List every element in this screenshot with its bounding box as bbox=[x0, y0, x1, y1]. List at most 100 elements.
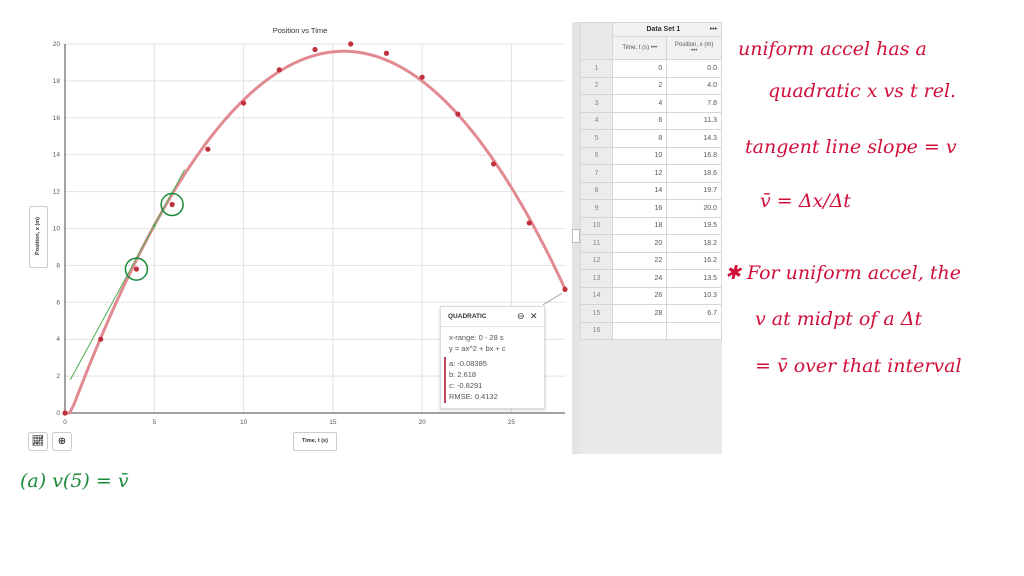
data-point bbox=[205, 146, 211, 152]
position-cell[interactable]: 20.0 bbox=[666, 199, 722, 218]
time-cell[interactable] bbox=[612, 321, 668, 340]
data-point bbox=[276, 67, 282, 73]
position-cell[interactable]: 11.3 bbox=[666, 111, 722, 130]
table-row: 10 18 19.5 bbox=[579, 216, 722, 235]
chart-title: Position vs Time bbox=[273, 26, 328, 35]
table-row: 5 8 14.3 bbox=[579, 129, 722, 148]
annotation-circle bbox=[160, 192, 184, 217]
row-number: 1 bbox=[579, 59, 614, 78]
quadratic-fit-panel: QUADRATIC ⊖ ✕ x-range: 0 - 28 s y = ax^2… bbox=[440, 306, 545, 409]
data-point bbox=[383, 50, 390, 56]
time-cell[interactable]: 14 bbox=[612, 181, 668, 200]
column-header-position[interactable]: Position, x (m) ••• bbox=[666, 36, 722, 60]
handwritten-note: tangent line slope = v bbox=[745, 136, 957, 158]
time-cell[interactable]: 6 bbox=[612, 111, 668, 130]
dataset-menu-icon[interactable]: ••• bbox=[709, 26, 717, 33]
fit-b: b: 2.618 bbox=[449, 370, 477, 379]
x-axis-label-button[interactable]: Time, t (s) bbox=[293, 432, 337, 451]
handwritten-note: = v̄ over that interval bbox=[755, 355, 962, 377]
x-tick-label: 25 bbox=[508, 419, 516, 426]
row-number: 4 bbox=[579, 111, 614, 130]
table-row: 13 24 13.5 bbox=[579, 269, 722, 288]
column-menu-icon[interactable]: ••• bbox=[691, 48, 698, 54]
column-header-time[interactable]: Time, t (s) ••• bbox=[612, 36, 668, 60]
row-number: 11 bbox=[579, 234, 614, 253]
table-row: 14 26 10.3 bbox=[579, 286, 722, 305]
chart-line-icon: 📈︎ bbox=[31, 436, 45, 447]
position-cell[interactable]: 10.3 bbox=[666, 286, 722, 305]
row-number: 12 bbox=[579, 251, 614, 270]
pane-resize-handle[interactable] bbox=[572, 229, 580, 243]
fit-title: QUADRATIC bbox=[448, 313, 487, 320]
data-point bbox=[526, 220, 532, 226]
handwritten-note: quadratic x vs t rel. bbox=[768, 80, 957, 102]
close-icon[interactable]: ✕ bbox=[530, 311, 538, 321]
fit-c: c: -0.8291 bbox=[449, 381, 483, 390]
position-cell[interactable]: 13.5 bbox=[666, 269, 722, 288]
table-row: 2 2 4.0 bbox=[579, 76, 722, 95]
time-cell[interactable]: 0 bbox=[612, 59, 668, 78]
row-number: 6 bbox=[579, 146, 614, 165]
data-point bbox=[562, 286, 568, 292]
position-cell[interactable]: 4.0 bbox=[666, 76, 722, 95]
table-row: 16 bbox=[579, 321, 722, 340]
y-tick-label: 20 bbox=[53, 41, 61, 48]
y-axis-label-button[interactable]: Position, x (m) bbox=[29, 206, 48, 268]
row-number: 13 bbox=[579, 269, 614, 288]
time-cell[interactable]: 18 bbox=[612, 216, 668, 235]
y-tick-label: 16 bbox=[53, 115, 61, 122]
position-cell[interactable]: 19.5 bbox=[666, 216, 722, 235]
time-cell[interactable]: 12 bbox=[612, 164, 668, 183]
position-cell[interactable]: 18.2 bbox=[666, 234, 722, 253]
fit-range: x-range: 0 - 28 s bbox=[449, 333, 504, 342]
y-tick-label: 2 bbox=[56, 373, 60, 380]
time-cell[interactable]: 2 bbox=[612, 76, 668, 95]
fit-a: a: -0.08385 bbox=[449, 359, 487, 368]
graph-tools-button[interactable]: 📈︎ bbox=[28, 432, 48, 451]
position-cell[interactable]: 16.2 bbox=[666, 251, 722, 270]
table-row: 8 14 19.7 bbox=[579, 181, 722, 200]
row-number: 16 bbox=[579, 321, 614, 340]
x-tick-label: 0 bbox=[63, 419, 67, 426]
y-tick-label: 6 bbox=[56, 299, 60, 306]
time-cell[interactable]: 28 bbox=[612, 304, 668, 323]
row-number: 3 bbox=[579, 94, 614, 113]
time-cell[interactable]: 22 bbox=[612, 251, 668, 270]
table-row: 12 22 16.2 bbox=[579, 251, 722, 270]
time-cell[interactable]: 8 bbox=[612, 129, 668, 148]
row-number: 14 bbox=[579, 286, 614, 305]
position-cell[interactable]: 14.3 bbox=[666, 129, 722, 148]
data-point bbox=[133, 266, 140, 272]
fit-equation: y = ax^2 + bx + c bbox=[449, 344, 506, 353]
collapse-icon[interactable]: ⊖ bbox=[517, 311, 525, 321]
position-cell[interactable]: 7.8 bbox=[666, 94, 722, 113]
data-point bbox=[419, 74, 425, 80]
position-cell[interactable] bbox=[666, 321, 722, 340]
position-cell[interactable]: 6.7 bbox=[666, 304, 722, 323]
time-cell[interactable]: 24 bbox=[612, 269, 668, 288]
dataset-title[interactable]: Data Set 1 ••• bbox=[612, 22, 722, 37]
handwritten-note: v̄ = Δx/Δt bbox=[760, 190, 851, 212]
data-point bbox=[348, 41, 354, 47]
position-cell[interactable]: 19.7 bbox=[666, 181, 722, 200]
data-point bbox=[455, 111, 461, 117]
handwritten-note: uniform accel has a bbox=[738, 38, 927, 60]
time-cell[interactable]: 20 bbox=[612, 234, 668, 253]
time-cell[interactable]: 4 bbox=[612, 94, 668, 113]
position-cell[interactable]: 18.6 bbox=[666, 164, 722, 183]
position-cell[interactable]: 0.0 bbox=[666, 59, 722, 78]
position-cell[interactable]: 16.8 bbox=[666, 146, 722, 165]
data-point bbox=[490, 161, 497, 167]
column-menu-icon[interactable]: ••• bbox=[650, 45, 658, 51]
time-cell[interactable]: 16 bbox=[612, 199, 668, 218]
data-point bbox=[240, 100, 247, 106]
data-point bbox=[62, 410, 68, 416]
tangent-point bbox=[152, 223, 156, 227]
table-row: 3 4 7.8 bbox=[579, 94, 722, 113]
x-tick-label: 15 bbox=[329, 419, 337, 426]
handwritten-note: (a) v(5) = v̄ bbox=[20, 470, 129, 492]
time-cell[interactable]: 10 bbox=[612, 146, 668, 165]
time-cell[interactable]: 26 bbox=[612, 286, 668, 305]
x-tick-label: 10 bbox=[240, 419, 248, 426]
zoom-button[interactable]: ⊕ bbox=[52, 432, 72, 451]
